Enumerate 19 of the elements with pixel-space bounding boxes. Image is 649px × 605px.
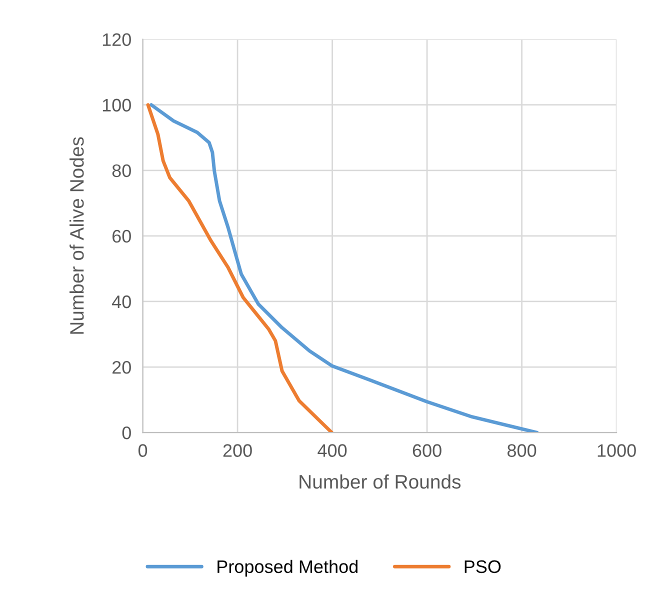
- x-axis-title: Number of Rounds: [300, 474, 461, 489]
- y-tick-label: 80: [112, 164, 131, 178]
- x-tick-label: 400: [318, 444, 347, 457]
- x-tick-label: 0: [138, 444, 148, 457]
- x-tick-label: 600: [412, 444, 442, 457]
- y-tick-label: 120: [102, 33, 131, 46]
- legend-label: Proposed Method: [218, 560, 358, 577]
- x-tick-label: 800: [508, 444, 536, 457]
- y-tick-label: 60: [112, 230, 131, 243]
- legend-label: PSO: [464, 560, 501, 574]
- x-tick-label: 200: [223, 444, 252, 457]
- y-axis-title: Number of Alive Nodes: [70, 137, 84, 334]
- y-tick-label: 40: [112, 295, 131, 308]
- y-tick-label: 100: [102, 98, 131, 112]
- line-series: [146, 103, 334, 433]
- x-tick-label: 1000: [598, 444, 636, 457]
- line-series: [150, 103, 539, 433]
- y-tick-label: 20: [112, 360, 131, 374]
- y-tick-label: 0: [122, 426, 131, 440]
